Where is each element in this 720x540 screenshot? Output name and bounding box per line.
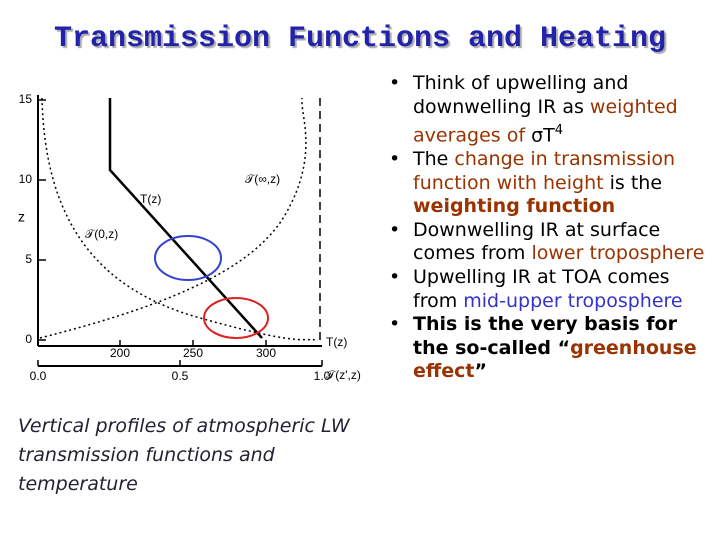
highlight-circle [203, 297, 269, 339]
z-tick-label: 10 [19, 172, 33, 186]
bullet: This is the very basis for the so-called… [389, 313, 713, 384]
bullet-text: change in transmission function with hei… [413, 148, 676, 194]
bullet-text: Downwelling IR at surface comes from [413, 218, 661, 265]
z-tick-label: 0 [25, 332, 32, 346]
bullet-text: Upwelling IR at TOA comes from [413, 266, 670, 312]
z-tick-label: 15 [19, 92, 33, 106]
upward-transmission-curve [39, 97, 307, 339]
bullet-list: Think of upwelling and downwelling IR as… [385, 72, 713, 384]
temperature-tick-label: 300 [256, 346, 276, 360]
bullet-text: weighted averages of [413, 95, 678, 147]
bullet-text: weighting function [413, 195, 616, 218]
curve-label: 𝒯(0,z) [85, 227, 118, 241]
bullet-text: is the [603, 171, 663, 194]
z-tick-label: 5 [25, 252, 32, 266]
bullet-text: This is the very basis for the so-called… [413, 313, 677, 359]
bullet-text: Think of upwelling and downwelling IR as [413, 72, 629, 118]
bullet-text: mid-upper troposphere [463, 289, 683, 312]
bullet: Upwelling IR at TOA comes from mid-upper… [389, 266, 713, 313]
highlight-circle [154, 235, 222, 281]
transmission-tick-label: 0.5 [172, 369, 189, 383]
transmission-tick-label: 1.0 [314, 369, 331, 383]
downward-transmission-curve [41, 97, 319, 341]
figure-caption: Vertical profiles of atmospheric LW tran… [18, 415, 350, 495]
temperature-tick-label: 200 [110, 346, 130, 360]
bullet-text: The [413, 148, 455, 171]
z-axis-label: z [18, 209, 25, 225]
bullet-text: 4 [554, 123, 564, 139]
figure: z T(z) 𝒯(∞,z) 𝒯(0,z) T(z) 𝒯(z',z) 0 5 10 15… [18, 92, 361, 383]
curve-label: T(z) [140, 192, 161, 206]
bullet-text: ” [474, 360, 488, 383]
axis-label: T(z) [326, 335, 347, 349]
slide-title: Transmission Functions and Heating [53, 22, 667, 56]
bullet-text: σT [525, 124, 555, 147]
bullet-text: lower troposphere [531, 242, 705, 265]
axis-label: 𝒯(z',z) [326, 368, 361, 382]
transmission-tick-label: 0.0 [30, 369, 47, 383]
bullet: The change in transmission function with… [389, 148, 713, 219]
temperature-tick-label: 250 [183, 346, 203, 360]
curve-label: 𝒯(∞,z) [245, 172, 280, 186]
bullet: Think of upwelling and downwelling IR as… [389, 72, 713, 148]
bullet: Downwelling IR at surface comes from low… [389, 218, 713, 266]
bullet-text: greenhouse effect [413, 336, 697, 383]
temperature-profile [108, 98, 263, 339]
